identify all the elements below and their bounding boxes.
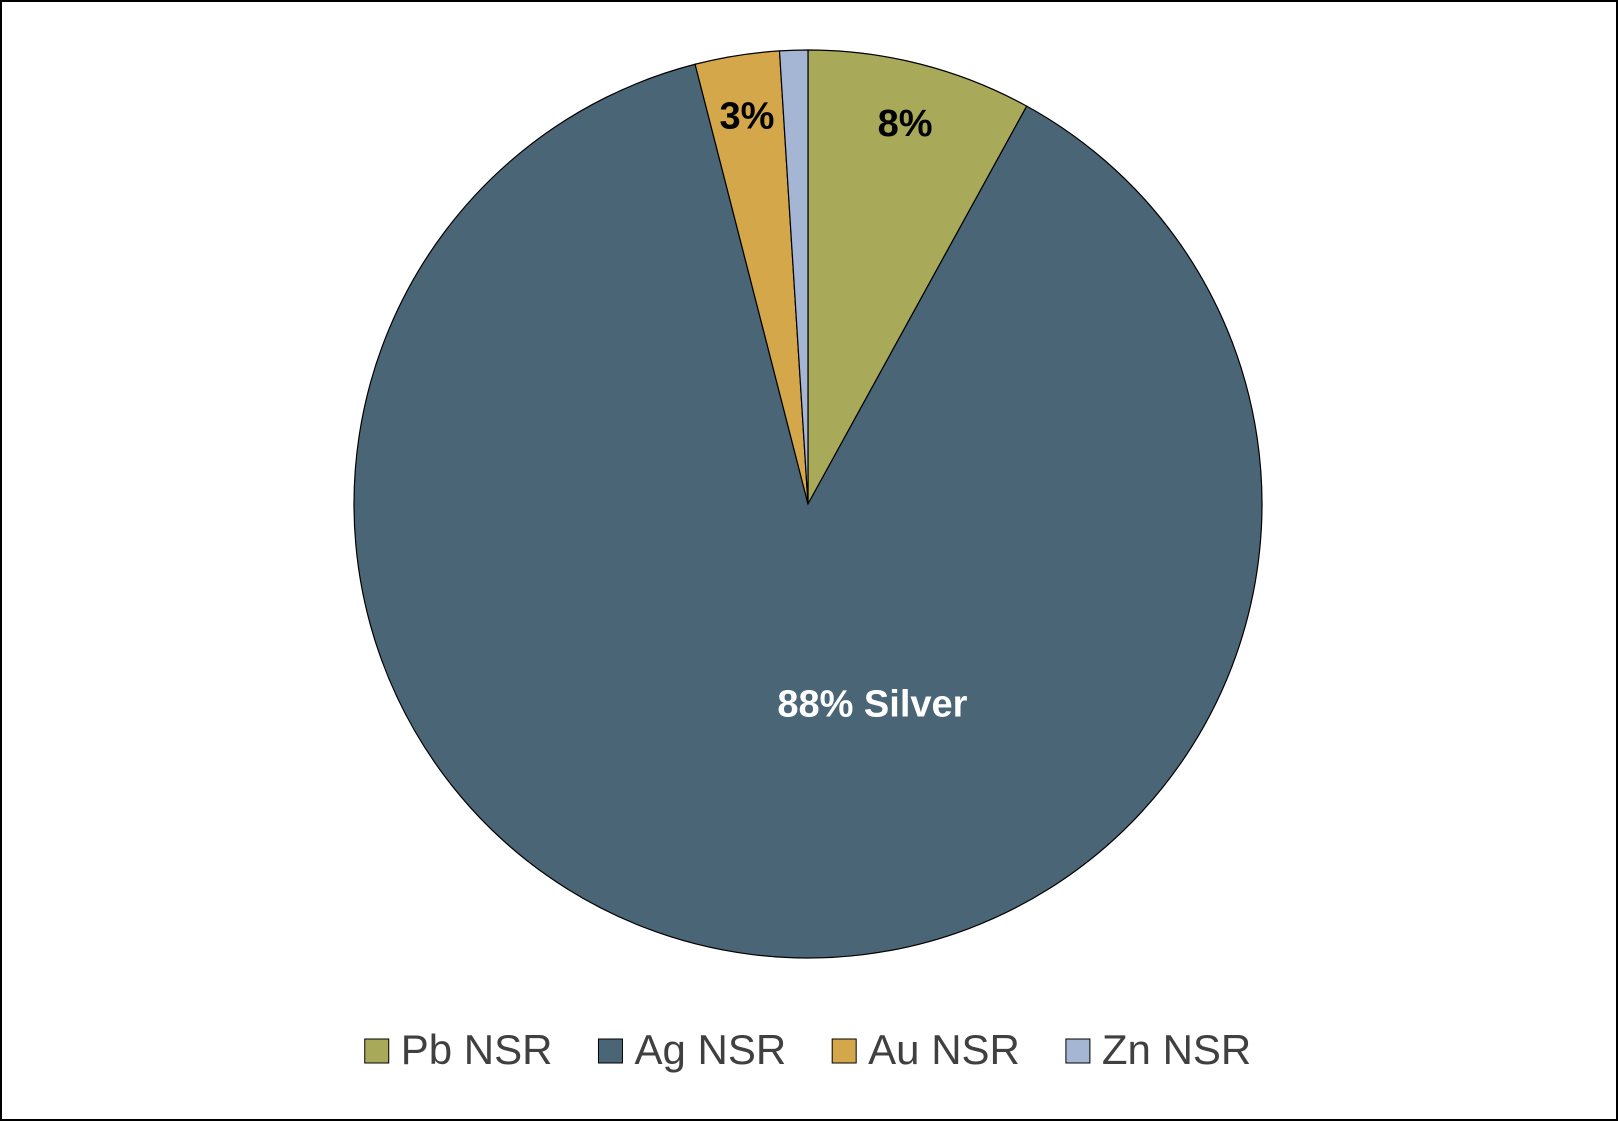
legend-swatch [597, 1038, 623, 1064]
pie-slice [353, 63, 1263, 959]
legend-swatch [364, 1038, 390, 1064]
legend-label: Au NSR [868, 1026, 1020, 1073]
pie-slice [807, 49, 1028, 505]
legend-swatch [1065, 1038, 1091, 1064]
pie-slice [778, 49, 809, 505]
legend-label: Zn NSR [1102, 1026, 1251, 1073]
legend-label: Ag NSR [634, 1026, 786, 1073]
legend-label: Pb NSR [401, 1026, 553, 1073]
legend-swatch [831, 1038, 857, 1064]
data-label: 88% Silver [777, 684, 967, 726]
data-label: 3% [719, 95, 774, 137]
data-label: 8% [878, 103, 933, 145]
